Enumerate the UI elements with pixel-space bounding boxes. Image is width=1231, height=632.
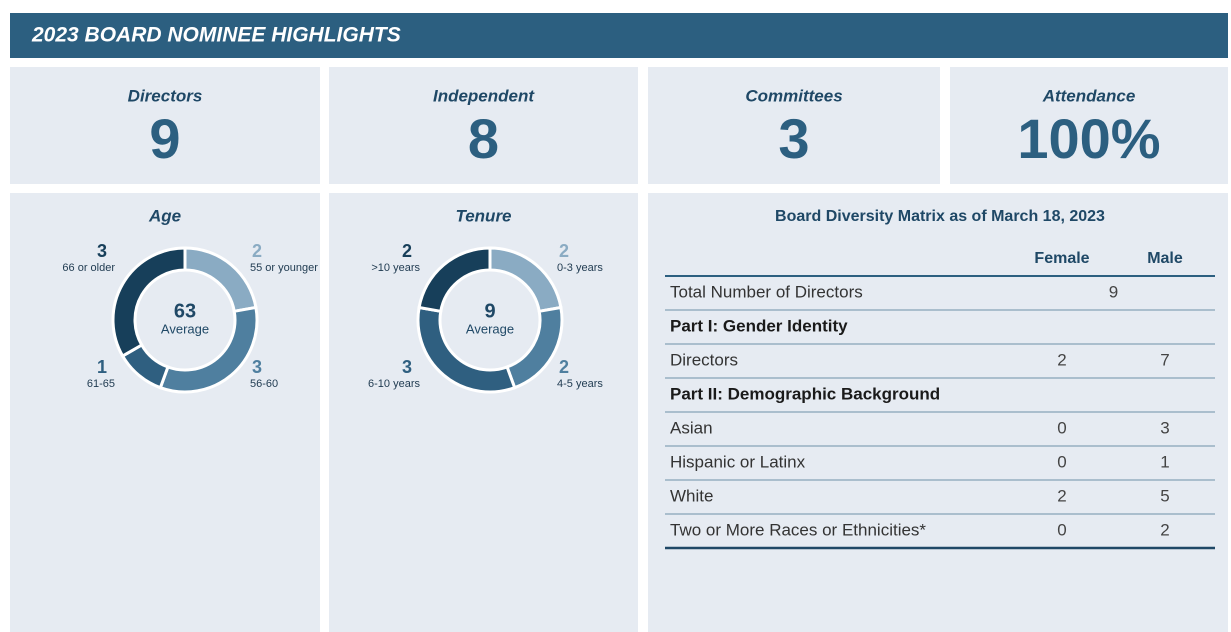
card bbox=[648, 67, 940, 184]
header-title: 2023 BOARD NOMINEE HIGHLIGHTS bbox=[31, 24, 401, 47]
segment-label: 66 or older bbox=[62, 262, 115, 274]
donut-title: Age bbox=[148, 206, 181, 225]
stat-label: Directors bbox=[128, 86, 203, 105]
segment-label: 6-10 years bbox=[368, 378, 420, 390]
segment-label: 55 or younger bbox=[250, 262, 318, 274]
row-label: Two or More Races or Ethnicities* bbox=[670, 520, 926, 539]
column-header: Male bbox=[1147, 250, 1183, 267]
cell: 3 bbox=[1160, 418, 1169, 437]
donut-title: Tenure bbox=[455, 206, 511, 225]
segment-value: 1 bbox=[97, 357, 107, 377]
segment-label: 4-5 years bbox=[557, 378, 603, 390]
card bbox=[950, 67, 1228, 184]
cell: 7 bbox=[1160, 350, 1169, 369]
section-label: Part II: Demographic Background bbox=[670, 384, 940, 403]
segment-value: 2 bbox=[559, 241, 569, 261]
card bbox=[329, 67, 638, 184]
center-label: Average bbox=[161, 321, 209, 336]
stat-label: Attendance bbox=[1042, 86, 1136, 105]
cell: 0 bbox=[1057, 452, 1066, 471]
segment-label: >10 years bbox=[371, 262, 420, 274]
cell: 9 bbox=[1109, 282, 1118, 301]
center-label: Average bbox=[466, 321, 514, 336]
donut-segment bbox=[111, 246, 187, 359]
center-value: 9 bbox=[484, 300, 495, 322]
header-bar bbox=[10, 13, 1228, 58]
segment-label: 0-3 years bbox=[557, 262, 603, 274]
cell: 2 bbox=[1160, 520, 1169, 539]
cell: 2 bbox=[1057, 486, 1066, 505]
cell: 5 bbox=[1160, 486, 1169, 505]
stat-label: Committees bbox=[745, 86, 842, 105]
segment-label: 56-60 bbox=[250, 378, 278, 390]
segment-value: 3 bbox=[402, 357, 412, 377]
segment-value: 2 bbox=[559, 357, 569, 377]
donut-segment bbox=[417, 246, 492, 314]
column-header: Female bbox=[1034, 250, 1089, 267]
cell: 0 bbox=[1057, 418, 1066, 437]
stat-value: 3 bbox=[778, 107, 809, 170]
row-label: Total Number of Directors bbox=[670, 282, 863, 301]
stat-value: 9 bbox=[149, 107, 180, 170]
row-label: Asian bbox=[670, 418, 713, 437]
card bbox=[10, 67, 320, 184]
row-label: Directors bbox=[670, 350, 738, 369]
section-label: Part I: Gender Identity bbox=[670, 316, 848, 335]
stat-value: 8 bbox=[468, 107, 499, 170]
cell: 1 bbox=[1160, 452, 1169, 471]
cell: 2 bbox=[1057, 350, 1066, 369]
row-label: Hispanic or Latinx bbox=[670, 452, 806, 471]
stat-value: 100% bbox=[1017, 107, 1160, 170]
center-value: 63 bbox=[174, 300, 196, 322]
segment-value: 2 bbox=[252, 241, 262, 261]
stat-label: Independent bbox=[433, 86, 535, 105]
segment-value: 3 bbox=[97, 241, 107, 261]
segment-value: 3 bbox=[252, 357, 262, 377]
segment-value: 2 bbox=[402, 241, 412, 261]
cell: 0 bbox=[1057, 520, 1066, 539]
segment-label: 61-65 bbox=[87, 378, 115, 390]
row-label: White bbox=[670, 486, 713, 505]
table-title: Board Diversity Matrix as of March 18, 2… bbox=[775, 208, 1105, 225]
